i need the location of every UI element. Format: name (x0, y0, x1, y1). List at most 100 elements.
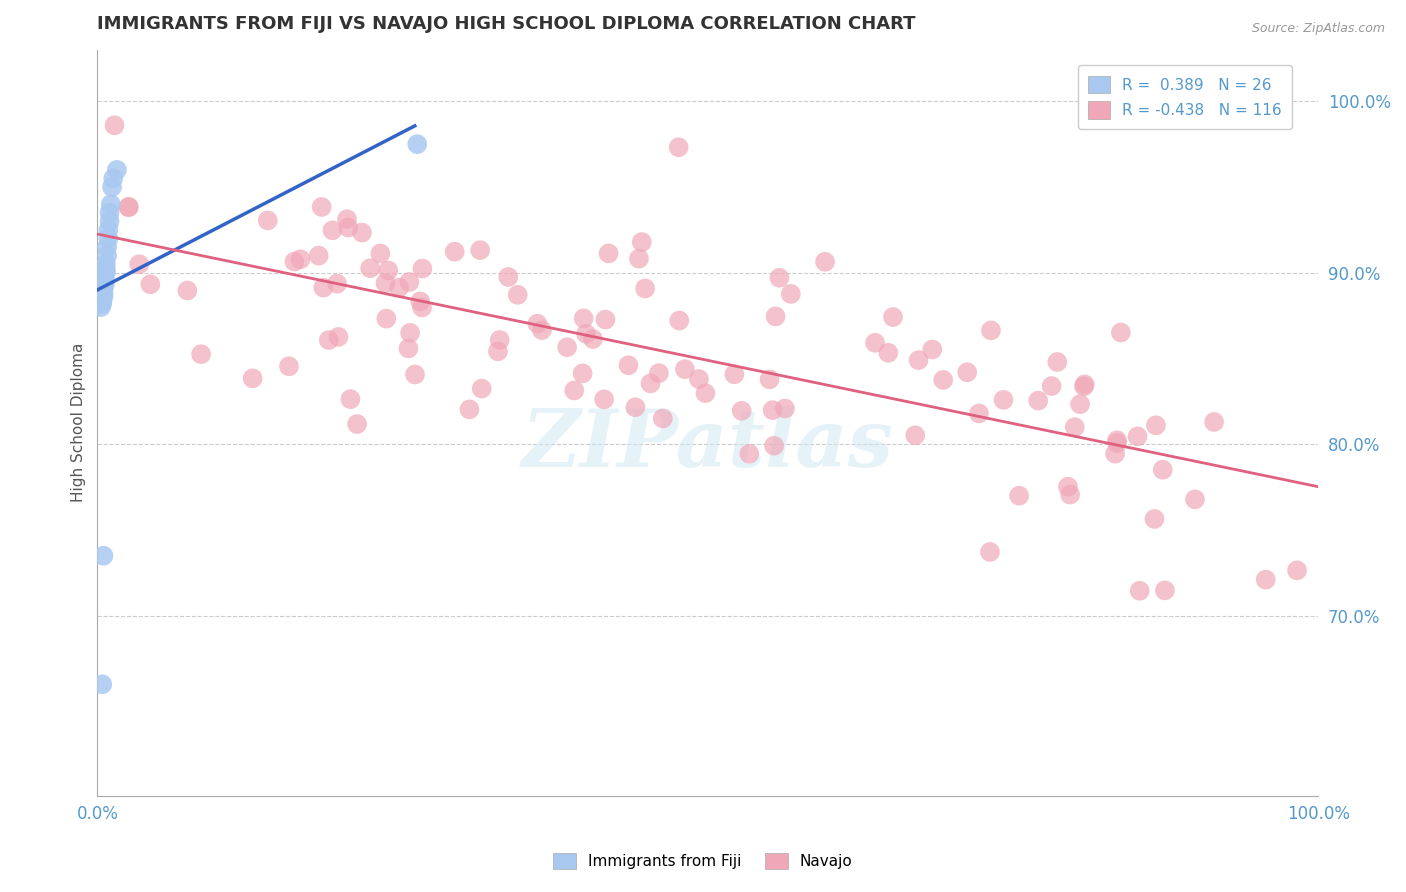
Point (907, 353, 929, 368)
Point (882, 310, 904, 324)
Point (1105, 434, 1128, 448)
Point (688, 372, 710, 386)
Point (339, 392, 361, 406)
Legend: Immigrants from Fiji, Navajo: Immigrants from Fiji, Navajo (547, 847, 859, 875)
Point (863, 335, 886, 350)
Point (337, 220, 360, 235)
Point (768, 270, 790, 285)
Point (256, 213, 278, 227)
Point (93, 286, 115, 301)
Text: Source: ZipAtlas.com: Source: ZipAtlas.com (1251, 22, 1385, 36)
Point (96, 240, 118, 254)
Point (617, 358, 640, 372)
Point (571, 367, 593, 381)
Point (956, 365, 979, 379)
Point (1059, 487, 1081, 501)
Point (763, 439, 786, 453)
Point (582, 332, 605, 346)
Point (1040, 379, 1063, 393)
Point (1104, 447, 1126, 461)
Point (1026, 393, 1049, 408)
Point (411, 261, 433, 276)
Point (668, 313, 690, 327)
Point (359, 261, 381, 276)
Point (370, 246, 392, 260)
Point (98, 205, 121, 219)
Point (90, 300, 112, 314)
Point (738, 447, 761, 461)
Point (486, 344, 509, 359)
Point (406, 137, 429, 152)
Point (562, 384, 585, 398)
Legend: R =  0.389   N = 26, R = -0.438   N = 116: R = 0.389 N = 26, R = -0.438 N = 116 (1078, 65, 1292, 129)
Point (695, 386, 717, 401)
Point (409, 294, 432, 309)
Point (1109, 326, 1132, 340)
Point (731, 404, 754, 418)
Point (190, 347, 212, 361)
Text: IMMIGRANTS FROM FIJI VS NAVAJO HIGH SCHOOL DIPLOMA CORRELATION CHART: IMMIGRANTS FROM FIJI VS NAVAJO HIGH SCHO… (97, 15, 915, 33)
Point (814, 254, 837, 268)
Point (128, 257, 150, 271)
Text: ZIPatlas: ZIPatlas (522, 407, 894, 484)
Point (97, 223, 120, 237)
Point (100, 197, 122, 211)
Point (350, 226, 373, 240)
Point (595, 312, 617, 326)
Point (283, 254, 305, 268)
Point (471, 382, 494, 396)
Point (93, 274, 115, 288)
Point (374, 276, 396, 290)
Point (290, 252, 312, 267)
Point (980, 323, 1002, 337)
Point (398, 275, 420, 289)
Point (398, 342, 420, 356)
Point (139, 277, 162, 292)
Point (967, 406, 990, 420)
Point (1069, 397, 1091, 411)
Point (993, 392, 1015, 407)
Point (91, 677, 114, 691)
Point (94, 262, 117, 277)
Point (117, 200, 139, 214)
Point (1184, 492, 1206, 507)
Point (765, 310, 787, 324)
Point (443, 244, 465, 259)
Point (762, 403, 785, 417)
Point (278, 359, 301, 374)
Point (242, 371, 264, 385)
Point (93, 271, 115, 285)
Point (1063, 420, 1085, 434)
Point (758, 372, 780, 386)
Point (404, 368, 426, 382)
Point (526, 317, 548, 331)
Point (904, 428, 927, 442)
Point (346, 417, 368, 431)
Point (118, 200, 141, 214)
Point (1143, 512, 1166, 526)
Point (488, 333, 510, 347)
Point (651, 411, 673, 425)
Point (1126, 429, 1149, 443)
Point (101, 180, 124, 194)
Point (498, 270, 520, 285)
Point (96, 249, 118, 263)
Point (94, 257, 117, 271)
Point (921, 343, 943, 357)
Point (673, 362, 696, 376)
Point (94, 266, 117, 280)
Point (1152, 463, 1174, 477)
Point (668, 140, 690, 154)
Point (321, 223, 343, 237)
Point (1254, 573, 1277, 587)
Point (1204, 415, 1226, 429)
Point (377, 263, 399, 277)
Point (1073, 377, 1095, 392)
Point (312, 280, 335, 294)
Point (399, 326, 422, 340)
Point (93, 277, 115, 292)
Point (411, 301, 433, 315)
Point (593, 392, 616, 407)
Point (308, 249, 330, 263)
Point (98, 214, 121, 228)
